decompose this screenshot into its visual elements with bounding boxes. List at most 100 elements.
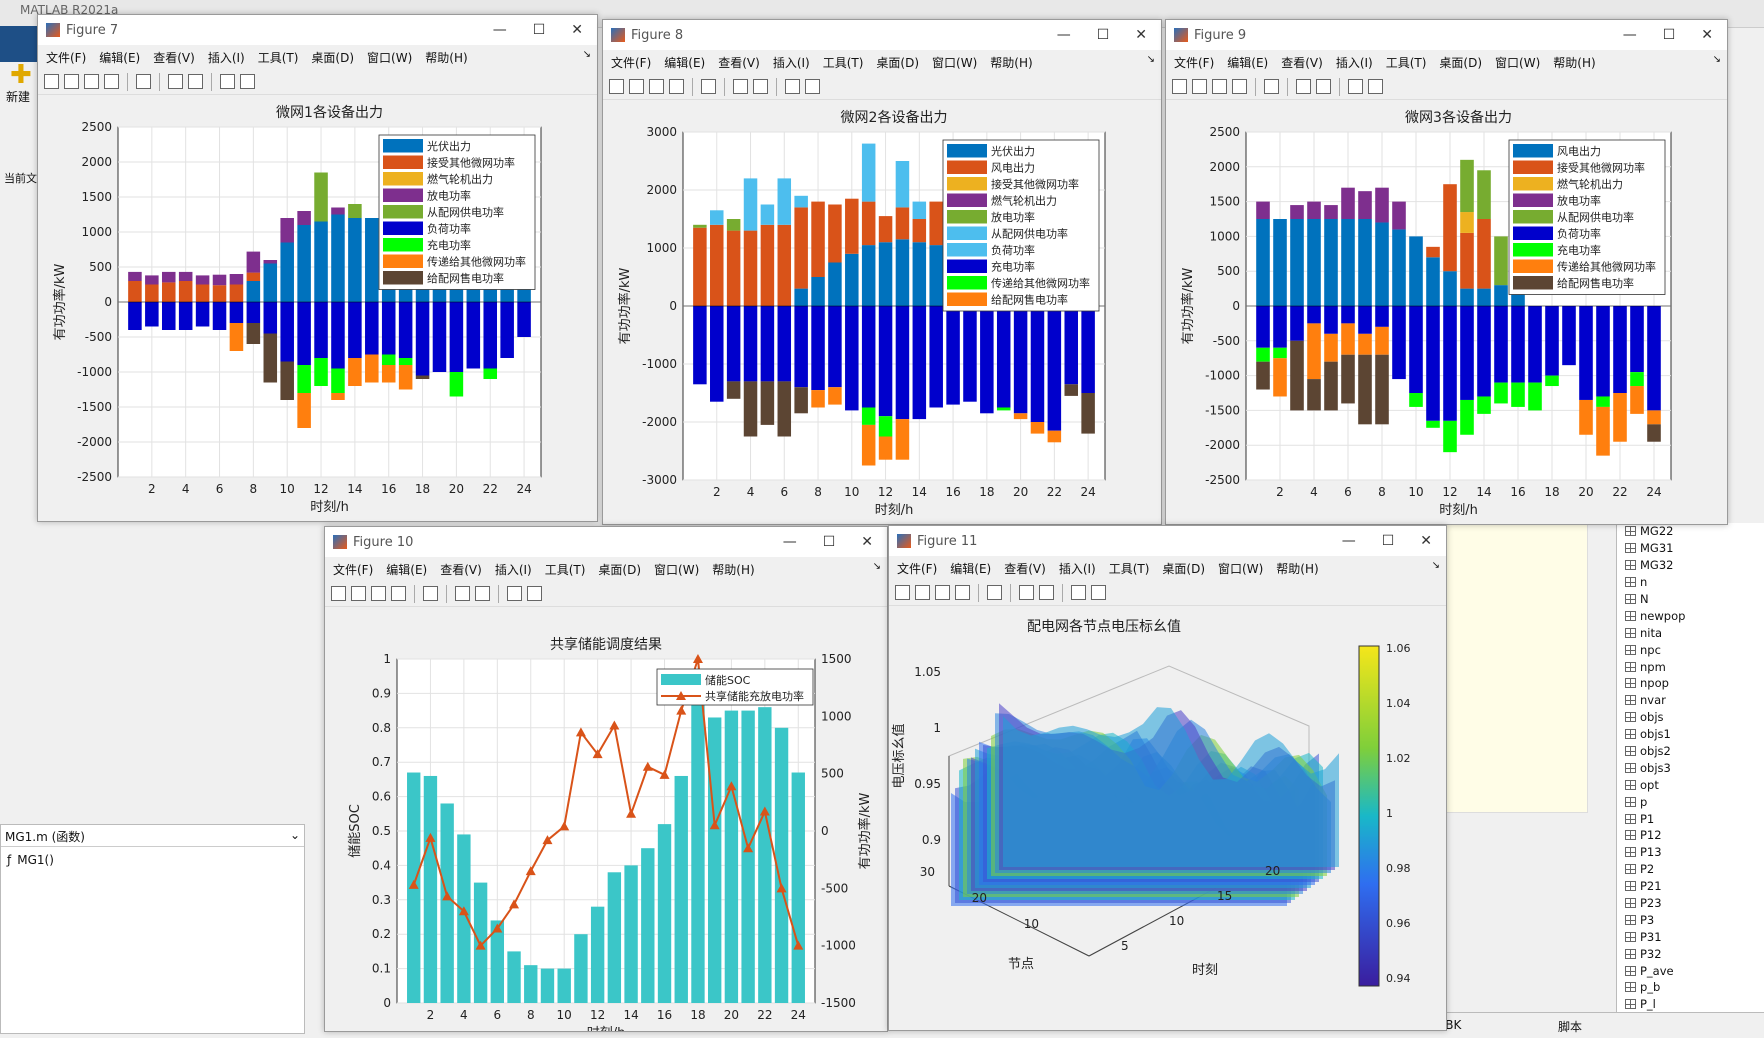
matlab-tab[interactable]: [0, 26, 38, 62]
new-icon[interactable]: ✚: [10, 60, 32, 90]
colorbar-icon[interactable]: [455, 586, 470, 601]
menu-item[interactable]: 桌面(D): [1439, 55, 1483, 70]
close-icon[interactable]: ✕: [1701, 27, 1713, 43]
menu-item[interactable]: 编辑(E): [664, 55, 706, 70]
menu-item[interactable]: 查看(V): [1281, 55, 1323, 70]
menu-item[interactable]: 窗口(W): [1218, 561, 1264, 576]
figure-8-window[interactable]: Figure 8 — ☐ ✕ 文件(F) 编辑(E) 查看(V) 插入(I) 工具(T) 桌面(D…: [602, 19, 1162, 525]
menu-item[interactable]: 插入(I): [494, 562, 532, 577]
workspace-var[interactable]: nita: [1617, 624, 1764, 641]
pointer-icon[interactable]: [785, 79, 800, 94]
menu-item[interactable]: 工具(T): [257, 50, 299, 65]
link-icon[interactable]: [136, 74, 151, 89]
colorbar-icon[interactable]: [1296, 79, 1311, 94]
save-icon[interactable]: [84, 74, 99, 89]
menu-item[interactable]: 编辑(E): [1227, 55, 1269, 70]
workspace-var[interactable]: MG31: [1617, 540, 1764, 557]
menu-item[interactable]: 查看(V): [1004, 561, 1046, 576]
close-icon[interactable]: ✕: [571, 22, 583, 38]
new-label[interactable]: 新建: [6, 90, 31, 104]
pointer-icon[interactable]: [1071, 585, 1086, 600]
figure-11-window[interactable]: Figure 11 — ☐ ✕ 文件(F) 编辑(E) 查看(V) 插入(I) 工具(T) 桌面(…: [888, 525, 1447, 1031]
dock-icon[interactable]: ↘: [1431, 560, 1440, 571]
pointer-icon[interactable]: [507, 586, 522, 601]
plot-canvas[interactable]: 2500 2000 1500 1000 500 0 -500 -1000 -1500 -2000 -…: [38, 95, 597, 521]
minimize-icon[interactable]: —: [1056, 27, 1071, 43]
new-figure-icon[interactable]: [44, 74, 59, 89]
maximize-icon[interactable]: ☐: [822, 534, 836, 550]
new-figure-icon[interactable]: [895, 585, 910, 600]
link-icon[interactable]: [423, 586, 438, 601]
workspace-var[interactable]: N: [1617, 591, 1764, 608]
workspace-var[interactable]: objs1: [1617, 726, 1764, 743]
workspace-var[interactable]: P_l: [1617, 996, 1764, 1013]
workspace-var[interactable]: P13: [1617, 844, 1764, 861]
maximize-icon[interactable]: ☐: [1096, 27, 1110, 43]
menu-item[interactable]: 桌面(D): [876, 55, 920, 70]
print-icon[interactable]: [669, 79, 684, 94]
minimize-icon[interactable]: —: [492, 22, 507, 38]
workspace-var[interactable]: P23: [1617, 895, 1764, 912]
legend-icon[interactable]: [188, 74, 203, 89]
dock-icon[interactable]: ↘: [582, 49, 591, 60]
menu-item[interactable]: 编辑(E): [950, 561, 992, 576]
workspace-var[interactable]: objs: [1617, 709, 1764, 726]
menu-item[interactable]: 文件(F): [1174, 55, 1215, 70]
minimize-icon[interactable]: —: [1622, 27, 1637, 43]
workspace-var[interactable]: nvar: [1617, 692, 1764, 709]
title-bar[interactable]: Figure 9 — ☐ ✕: [1166, 20, 1727, 50]
workspace-var[interactable]: MG22: [1617, 523, 1764, 540]
chevron-down-icon[interactable]: ⌄: [289, 828, 300, 842]
legend-icon[interactable]: [1039, 585, 1054, 600]
title-bar[interactable]: Figure 11 — ☐ ✕: [889, 526, 1446, 556]
save-icon[interactable]: [935, 585, 950, 600]
save-icon[interactable]: [649, 79, 664, 94]
workspace-var[interactable]: P12: [1617, 827, 1764, 844]
menu-item[interactable]: 桌面(D): [311, 50, 355, 65]
open-icon[interactable]: [64, 74, 79, 89]
figure-7-window[interactable]: Figure 7 — ☐ ✕ 文件(F) 编辑(E) 查看(V) 插入(I) 工具(T) 桌面(D…: [37, 14, 598, 522]
workspace-var[interactable]: p_b: [1617, 979, 1764, 996]
figure-10-window[interactable]: Figure 10 — ☐ ✕ 文件(F) 编辑(E) 查看(V) 插入(I) 工具(T) 桌面(…: [324, 526, 888, 1032]
workspace-var[interactable]: n: [1617, 574, 1764, 591]
workspace-var[interactable]: P31: [1617, 928, 1764, 945]
new-figure-icon[interactable]: [1172, 79, 1187, 94]
workspace-var[interactable]: objs3: [1617, 759, 1764, 776]
maximize-icon[interactable]: ☐: [532, 22, 546, 38]
colorbar-icon[interactable]: [168, 74, 183, 89]
property-icon[interactable]: [240, 74, 255, 89]
workspace-var[interactable]: npm: [1617, 658, 1764, 675]
menu-item[interactable]: 编辑(E): [386, 562, 428, 577]
close-icon[interactable]: ✕: [861, 534, 873, 550]
menu-item[interactable]: 插入(I): [1335, 55, 1373, 70]
open-icon[interactable]: [351, 586, 366, 601]
workspace-var[interactable]: P21: [1617, 878, 1764, 895]
menu-item[interactable]: 桌面(D): [598, 562, 642, 577]
new-figure-icon[interactable]: [609, 79, 624, 94]
workspace-var[interactable]: npop: [1617, 675, 1764, 692]
property-icon[interactable]: [1368, 79, 1383, 94]
workspace-var[interactable]: P3: [1617, 911, 1764, 928]
workspace-var[interactable]: P1: [1617, 810, 1764, 827]
property-icon[interactable]: [527, 586, 542, 601]
property-icon[interactable]: [805, 79, 820, 94]
title-bar[interactable]: Figure 10 — ☐ ✕: [325, 527, 887, 557]
legend-icon[interactable]: [1316, 79, 1331, 94]
menu-item[interactable]: 工具(T): [544, 562, 586, 577]
dock-icon[interactable]: ↘: [872, 561, 881, 572]
print-icon[interactable]: [955, 585, 970, 600]
open-icon[interactable]: [1192, 79, 1207, 94]
menu-item[interactable]: 帮助(H): [425, 50, 468, 65]
open-icon[interactable]: [915, 585, 930, 600]
menu-item[interactable]: 查看(V): [718, 55, 760, 70]
colorbar-icon[interactable]: [733, 79, 748, 94]
menu-item[interactable]: 插入(I): [207, 50, 245, 65]
colorbar-icon[interactable]: [1019, 585, 1034, 600]
pointer-icon[interactable]: [1348, 79, 1363, 94]
workspace-var[interactable]: objs2: [1617, 743, 1764, 760]
menu-item[interactable]: 插入(I): [772, 55, 810, 70]
workspace-var[interactable]: p: [1617, 793, 1764, 810]
legend-icon[interactable]: [475, 586, 490, 601]
dock-icon[interactable]: ↘: [1712, 54, 1721, 65]
link-icon[interactable]: [987, 585, 1002, 600]
